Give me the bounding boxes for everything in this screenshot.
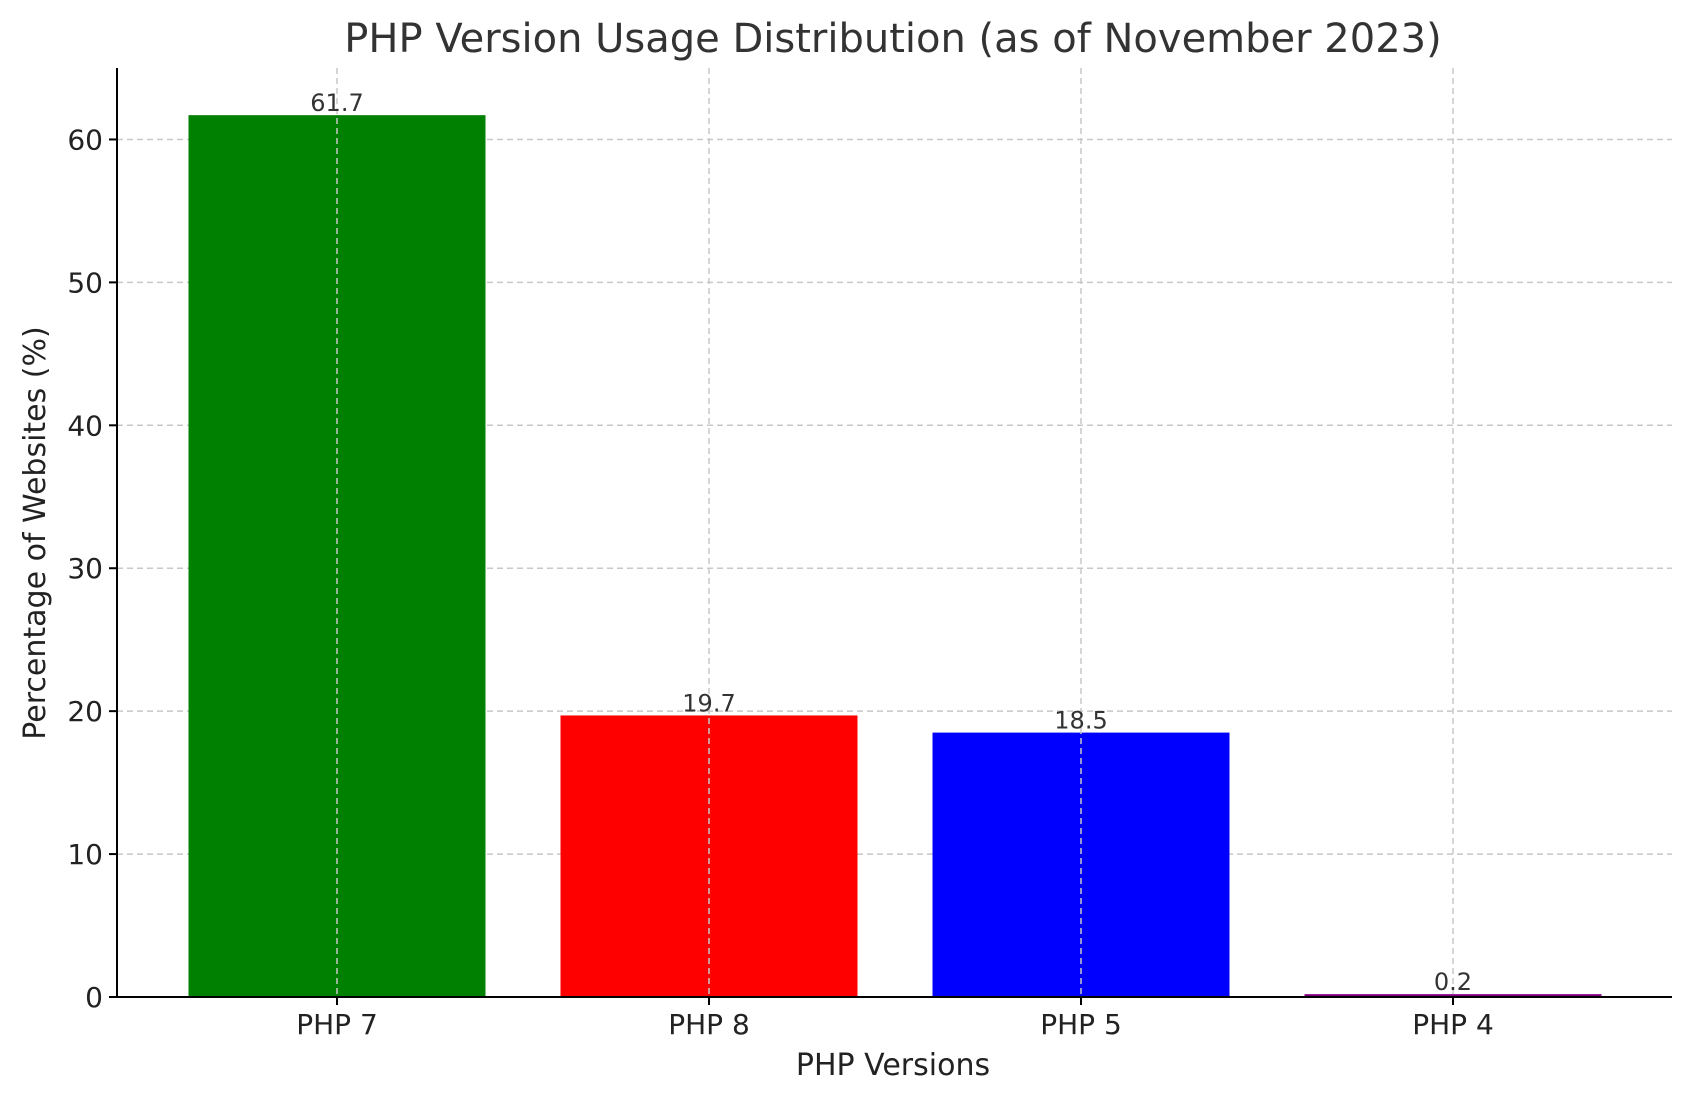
bar-php-8 [560, 715, 858, 997]
axes [109, 68, 1672, 1005]
data-labels: 61.7 19.7 18.5 0.2 [310, 89, 1472, 996]
data-label: 61.7 [310, 89, 363, 117]
y-tick-label: 30 [67, 552, 103, 585]
chart-title: PHP Version Usage Distribution (as of No… [344, 16, 1441, 62]
y-tick-label: 50 [67, 266, 103, 299]
x-tick-label: PHP 4 [1412, 1008, 1494, 1041]
bars [188, 115, 1602, 997]
y-tick-label: 40 [67, 409, 103, 442]
x-tick-label: PHP 5 [1040, 1008, 1122, 1041]
y-tick-label: 60 [67, 123, 103, 156]
grid-lines [117, 138, 1672, 855]
x-axis-label: PHP Versions [796, 1048, 990, 1083]
bar-php-4 [1304, 994, 1602, 997]
tick-labels: 0 10 20 30 40 50 60 PHP 7 PHP 8 PHP 5 PHP 4 [67, 123, 1493, 1041]
x-tick-label: PHP 7 [296, 1008, 378, 1041]
y-tick-label: 0 [85, 981, 103, 1014]
y-axis-label: Percentage of Websites (%) [18, 326, 53, 739]
vertical-grid-lines [336, 68, 1454, 997]
data-label: 0.2 [1434, 968, 1472, 996]
data-label: 18.5 [1054, 707, 1107, 735]
x-tick-label: PHP 8 [668, 1008, 750, 1041]
data-label: 19.7 [682, 689, 735, 717]
bar-php-7 [188, 115, 486, 997]
y-tick-label: 20 [67, 695, 103, 728]
y-tick-label: 10 [67, 838, 103, 871]
